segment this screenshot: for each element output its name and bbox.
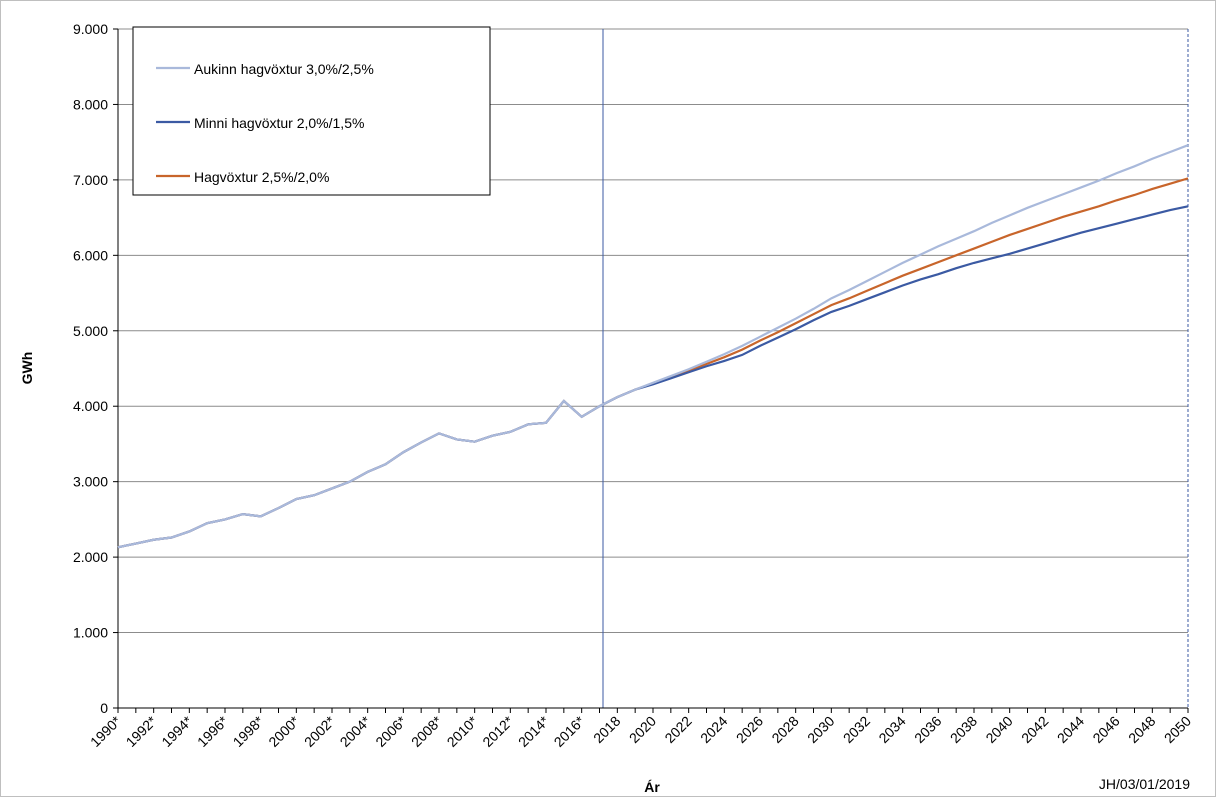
y-tick-label: 2.000 [73, 549, 108, 565]
legend-label: Minni hagvöxtur 2,0%/1,5% [194, 115, 364, 131]
y-tick-label: 3.000 [73, 474, 108, 490]
annotation: JH/03/01/2019 [1099, 776, 1190, 792]
y-tick-label: 6.000 [73, 247, 108, 263]
legend-label: Hagvöxtur 2,5%/2,0% [194, 169, 329, 185]
legend-label: Aukinn hagvöxtur 3,0%/2,5% [194, 61, 374, 77]
y-tick-label: 0 [100, 700, 108, 716]
x-axis-label: Ár [644, 779, 660, 795]
series-line [117, 144, 1189, 549]
y-tick-label: 1.000 [73, 625, 108, 641]
y-axis-label: GWh [19, 352, 35, 385]
legend-box [132, 26, 491, 196]
y-tick-label: 4.000 [73, 398, 108, 414]
y-tick-label: 5.000 [73, 323, 108, 339]
y-tick-label: 8.000 [73, 96, 108, 112]
y-tick-label: 9.000 [73, 21, 108, 37]
y-tick-label: 7.000 [73, 172, 108, 188]
